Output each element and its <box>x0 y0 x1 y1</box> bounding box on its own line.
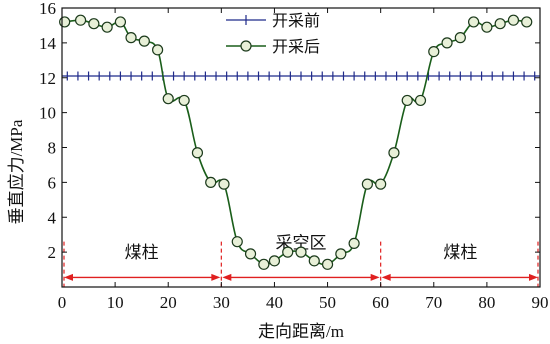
region-arrow-head-left <box>64 273 73 281</box>
x-tick-label: 50 <box>319 293 336 312</box>
data-point-marker <box>361 178 373 190</box>
data-point-marker <box>152 44 164 56</box>
region-arrow-head-right <box>529 273 538 281</box>
x-tick-label: 70 <box>425 293 442 312</box>
data-point-marker <box>507 14 520 26</box>
data-point-marker <box>521 16 533 28</box>
data-point-marker <box>308 255 320 267</box>
x-tick-label: 60 <box>372 293 389 312</box>
data-point-marker <box>101 21 113 33</box>
series-layer <box>59 14 540 270</box>
y-tick-label: 2 <box>48 243 57 262</box>
data-point-marker <box>321 258 334 270</box>
x-tick-label: 40 <box>266 293 283 312</box>
data-point-marker <box>244 248 257 260</box>
data-point-marker <box>282 246 294 258</box>
data-point-marker <box>178 94 190 107</box>
data-point-marker <box>191 147 204 159</box>
region-arrow-head-left <box>222 273 232 281</box>
data-point-marker <box>205 176 217 188</box>
x-axis-label: 走向距离/m <box>258 322 344 341</box>
y-tick-label: 14 <box>39 34 57 53</box>
x-tick-label: 0 <box>58 293 67 312</box>
data-point-marker <box>348 237 360 250</box>
legend-label-before: 开采前 <box>272 12 320 30</box>
x-tick-label: 90 <box>532 293 549 312</box>
series-line <box>64 19 527 266</box>
data-point-marker <box>59 16 71 28</box>
data-point-marker <box>295 246 307 258</box>
y-tick-label: 8 <box>48 139 57 158</box>
y-tick-label: 10 <box>39 104 56 123</box>
data-point-marker <box>125 32 137 44</box>
y-tick-label: 4 <box>48 208 57 227</box>
legend-label-after: 开采后 <box>272 38 320 56</box>
data-point-marker <box>454 32 466 44</box>
data-point-marker <box>481 21 493 33</box>
axes: 0 10 20 30 40 50 60 70 80 90 2 4 6 8 10 12 14 16 <box>39 0 549 312</box>
data-point-marker <box>401 94 413 107</box>
data-point-marker <box>268 255 281 267</box>
data-point-marker <box>231 236 243 248</box>
series-before-mining <box>62 71 540 81</box>
x-tick-label: 30 <box>213 293 230 312</box>
region-arrow-head-left <box>381 273 391 281</box>
region-arrow-head-right <box>211 273 221 281</box>
y-axis-label: 垂直应力/MPa <box>7 119 26 224</box>
data-point-marker <box>441 37 453 49</box>
data-point-marker <box>388 147 400 159</box>
region-label: 煤柱 <box>443 243 477 262</box>
y-tick-label: 12 <box>39 69 56 88</box>
region-label: 煤柱 <box>125 243 159 262</box>
x-tick-label: 80 <box>478 293 495 312</box>
data-point-marker <box>88 18 100 30</box>
data-point-marker <box>375 178 387 190</box>
data-point-marker <box>414 94 427 107</box>
data-point-marker <box>258 258 270 270</box>
series-after-mining <box>59 14 533 270</box>
data-point-marker <box>428 45 440 58</box>
x-tick-label: 20 <box>160 293 177 312</box>
y-tick-label: 6 <box>48 173 57 192</box>
data-point-marker <box>162 93 174 105</box>
y-tick-label: 16 <box>39 0 56 18</box>
data-point-marker <box>74 14 87 26</box>
data-point-marker <box>218 178 230 190</box>
legend-marker-after <box>240 40 252 52</box>
data-point-marker <box>138 35 150 47</box>
data-point-marker <box>335 248 347 260</box>
x-tick-label: 10 <box>107 293 124 312</box>
data-point-marker <box>468 16 480 28</box>
data-point-marker <box>114 16 127 28</box>
data-point-marker <box>494 18 506 30</box>
region-arrow-head-right <box>370 273 380 281</box>
